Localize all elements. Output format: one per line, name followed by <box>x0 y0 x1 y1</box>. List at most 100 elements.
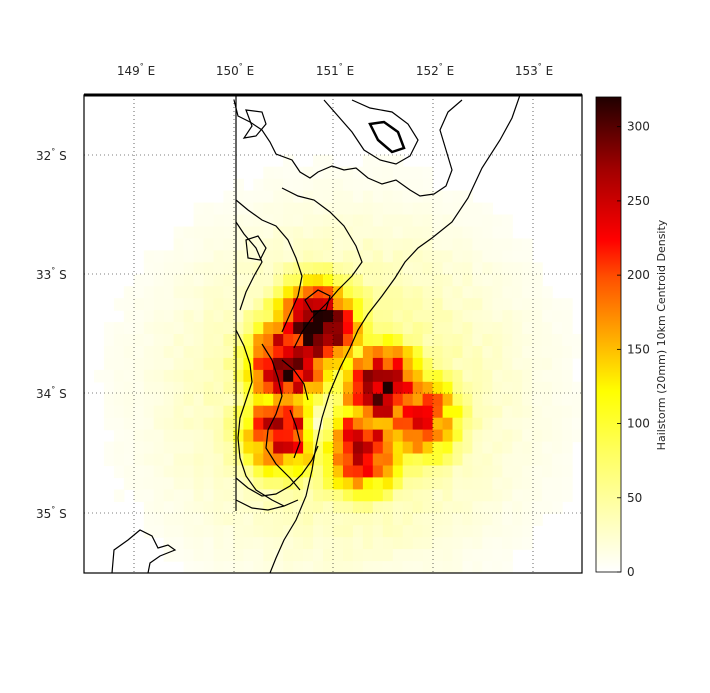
heatmap-cell <box>323 214 334 228</box>
heatmap-cell <box>323 561 334 573</box>
heatmap-cell <box>422 429 434 443</box>
heatmap-cell <box>442 513 454 526</box>
heatmap-cell <box>283 238 294 251</box>
heatmap-cell <box>492 417 503 431</box>
heatmap-cell <box>352 429 364 443</box>
heatmap-cell <box>223 549 234 562</box>
heatmap-cell <box>263 202 274 216</box>
heatmap-cell <box>173 465 185 479</box>
heatmap-cell <box>482 501 493 514</box>
heatmap-cell <box>432 501 444 514</box>
heatmap-cell <box>133 357 145 371</box>
heatmap-cell <box>133 465 145 479</box>
heatmap-cell <box>133 453 145 467</box>
heatmap-cell <box>173 322 185 335</box>
heatmap-cell <box>293 465 304 479</box>
heatmap-cell <box>522 346 533 359</box>
heatmap-cell <box>452 501 464 514</box>
heatmap-cell <box>492 549 503 562</box>
heatmap-cell <box>492 214 503 228</box>
heatmap-cell <box>233 298 244 311</box>
heatmap-cell <box>532 334 543 347</box>
heatmap-cell <box>203 513 215 526</box>
colorbar-scale <box>595 96 622 573</box>
heatmap-cell <box>173 381 185 395</box>
heatmap-cell <box>472 525 483 538</box>
heatmap-cell <box>243 489 254 502</box>
heatmap-cell <box>392 525 404 538</box>
heatmap-cell <box>223 561 234 573</box>
heatmap-cell <box>183 465 195 479</box>
heatmap-cell <box>263 178 274 192</box>
heatmap-cell <box>113 489 125 502</box>
heatmap-cell <box>512 393 523 407</box>
heatmap-cell <box>183 561 195 573</box>
heatmap-cell <box>472 405 483 419</box>
heatmap-cell <box>343 190 354 204</box>
heatmap-cell <box>253 202 264 216</box>
heatmap-cell <box>402 334 414 347</box>
heatmap-cell <box>352 489 364 502</box>
heatmap-cell <box>313 274 324 287</box>
heatmap-cell <box>492 238 503 251</box>
heatmap-cell <box>442 405 454 419</box>
heatmap-cell <box>273 417 284 431</box>
heatmap-cell <box>372 310 384 323</box>
heatmap-cell <box>522 477 533 490</box>
heatmap-cell <box>492 334 503 347</box>
heatmap-cell <box>333 489 344 502</box>
lat-tick-33: 33° S <box>36 266 67 282</box>
heatmap-cell <box>183 453 195 467</box>
heatmap-cell <box>263 298 274 311</box>
heatmap-cell <box>402 453 414 467</box>
heatmap-cell <box>522 334 533 347</box>
heatmap-cell <box>333 561 344 573</box>
heatmap-cell <box>552 489 563 502</box>
heatmap-cell <box>392 298 404 311</box>
heatmap-cell <box>243 549 254 562</box>
heatmap-cell <box>402 513 414 526</box>
heatmap-cell <box>133 477 145 490</box>
heatmap-cell <box>422 262 434 275</box>
heatmap-cell <box>293 214 304 228</box>
heatmap-cell <box>362 429 374 443</box>
heatmap-cell <box>372 274 384 287</box>
heatmap-cell <box>253 286 264 299</box>
heatmap-cell <box>462 513 474 526</box>
heatmap-cell <box>253 477 264 490</box>
heatmap-cell <box>163 334 175 347</box>
heatmap-cell <box>382 238 394 251</box>
coastline <box>269 95 521 573</box>
heatmap-cell <box>482 405 493 419</box>
heatmap-cell <box>223 238 234 251</box>
heatmap-cell <box>243 465 254 479</box>
heatmap-cell <box>143 465 155 479</box>
heatmap-cell <box>283 561 294 573</box>
heatmap-cell <box>352 357 364 371</box>
heatmap-cell <box>223 310 234 323</box>
heatmap-cell <box>283 441 294 455</box>
heatmap-cell <box>402 190 414 204</box>
heatmap-cell <box>462 549 474 562</box>
heatmap-cell <box>362 226 374 240</box>
heatmap-cell <box>532 310 543 323</box>
heatmap-cell <box>542 286 553 299</box>
heatmap-cell <box>223 286 234 299</box>
heatmap-cell <box>153 429 165 443</box>
heatmap-cell <box>333 274 344 287</box>
heatmap-cell <box>362 453 374 467</box>
heatmap-cell <box>263 226 274 240</box>
heatmap-cell <box>492 226 503 240</box>
heatmap-cell <box>283 381 294 395</box>
heatmap-cell <box>442 357 454 371</box>
heatmap-cell <box>422 441 434 455</box>
heatmap-cell <box>223 369 234 383</box>
heatmap-cell <box>532 369 543 383</box>
heatmap-cell <box>233 322 244 335</box>
heatmap-cell <box>283 501 294 514</box>
heatmap-cell <box>313 322 324 335</box>
heatmap-cell <box>432 250 444 263</box>
heatmap-cell <box>502 561 513 573</box>
heatmap-cell <box>382 549 394 562</box>
heatmap-cell <box>203 549 215 562</box>
